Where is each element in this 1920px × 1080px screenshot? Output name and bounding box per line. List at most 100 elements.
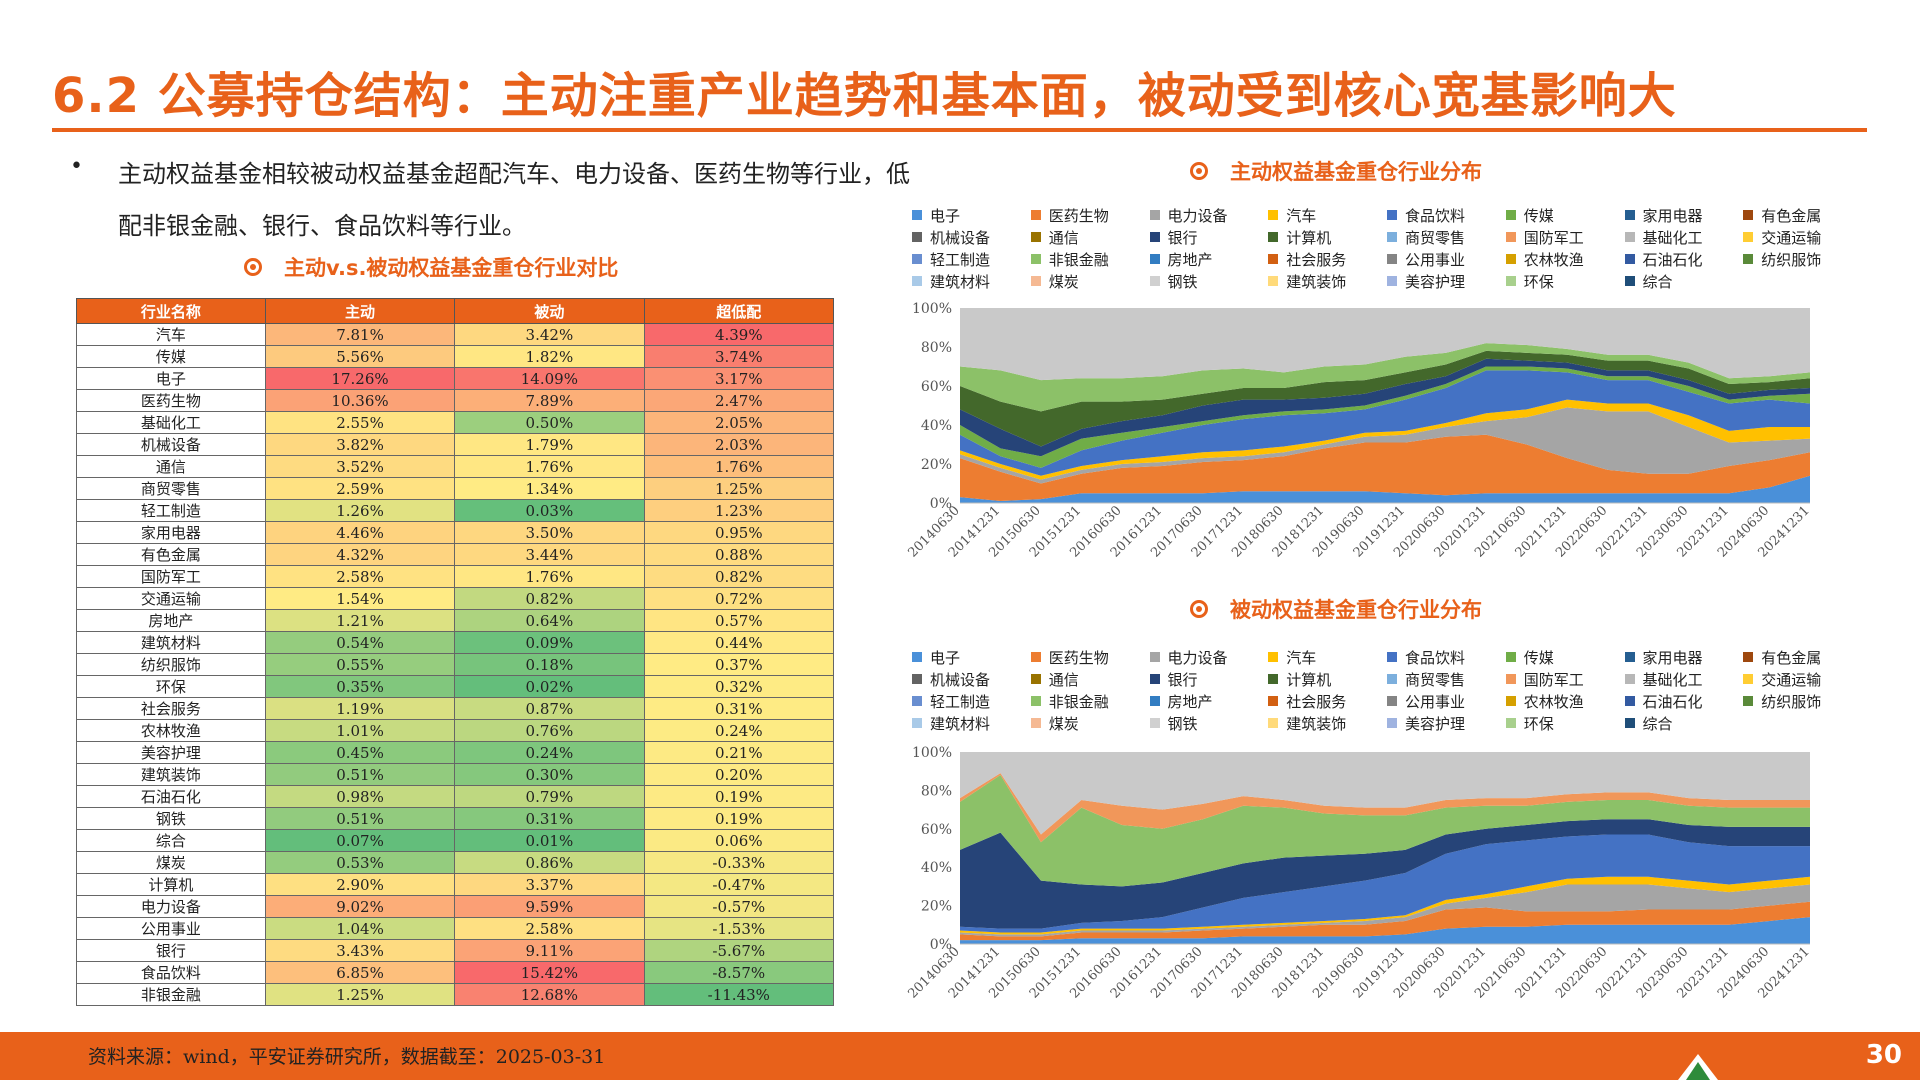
chart2-legend-item: 交通运输: [1743, 668, 1862, 690]
cell-active: 10.36%: [264, 389, 456, 412]
cell-active: 1.54%: [264, 587, 456, 610]
legend-label: 房地产: [1167, 692, 1213, 711]
legend-swatch: [1505, 718, 1516, 728]
legend-label: 纺织服饰: [1761, 692, 1822, 711]
industry-comparison-table: 行业名称 主动 被动 超低配 汽车 7.81% 3.42% 4.39% 传媒 5.56% 1…: [76, 298, 835, 1006]
cell-active: 1.01%: [264, 719, 456, 742]
legend-swatch: [1149, 276, 1160, 286]
cell-active: 2.58%: [264, 565, 456, 588]
cell-passive: 0.02%: [454, 675, 645, 698]
cell-over-under: 1.25%: [643, 477, 835, 500]
cell-active: 4.46%: [264, 521, 456, 544]
legend-swatch: [1149, 210, 1160, 220]
area-series-9: [960, 308, 1810, 381]
legend-label: 有色金属: [1761, 206, 1822, 225]
chart1-legend-item: 综合: [1624, 270, 1744, 292]
chart1-legend-item: 钢铁: [1149, 270, 1269, 292]
legend-label: 电力设备: [1167, 648, 1228, 667]
cell-over-under: 2.47%: [643, 389, 835, 412]
table-row: 环保 0.35% 0.02% 0.32%: [76, 675, 835, 698]
legend-label: 商贸零售: [1405, 670, 1466, 689]
legend-label: 综合: [1642, 272, 1673, 291]
cell-over-under: 2.03%: [643, 433, 835, 456]
legend-swatch: [1624, 254, 1635, 264]
y-tick-label: 60%: [921, 822, 952, 838]
legend-label: 国防军工: [1523, 228, 1584, 247]
cell-active: 0.55%: [264, 653, 456, 676]
table-row: 钢铁 0.51% 0.31% 0.19%: [76, 807, 835, 830]
legend-label: 国防军工: [1523, 670, 1584, 689]
legend-swatch: [912, 276, 922, 286]
chart2-legend-item: 农林牧渔: [1505, 690, 1625, 712]
legend-label: 汽车: [1286, 648, 1317, 667]
legend-swatch: [912, 718, 922, 728]
chart1-legend-item: 交通运输: [1743, 226, 1862, 248]
table-row: 有色金属 4.32% 3.44% 0.88%: [76, 543, 835, 566]
chart1-legend-item: 电力设备: [1149, 204, 1269, 226]
table-row: 基础化工 2.55% 0.50% 2.05%: [76, 411, 835, 434]
table-row: 传媒 5.56% 1.82% 3.74%: [76, 345, 835, 368]
legend-swatch: [1505, 232, 1516, 242]
legend-label: 机械设备: [930, 670, 991, 689]
cell-industry: 房地产: [76, 609, 266, 632]
legend-label: 银行: [1167, 670, 1198, 689]
legend-swatch: [1505, 254, 1516, 264]
cell-active: 1.04%: [264, 917, 456, 940]
cell-industry: 有色金属: [76, 543, 266, 566]
cell-industry: 基础化工: [76, 411, 266, 434]
cell-over-under: 0.72%: [643, 587, 835, 610]
cell-over-under: 0.19%: [643, 785, 835, 808]
legend-swatch: [1268, 674, 1279, 684]
cell-passive: 0.18%: [454, 653, 645, 676]
cell-passive: 1.76%: [454, 565, 645, 588]
cell-industry: 建筑材料: [76, 631, 266, 654]
legend-swatch: [1030, 674, 1041, 684]
cell-industry: 纺织服饰: [76, 653, 266, 676]
cell-industry: 电子: [76, 367, 266, 390]
legend-label: 社会服务: [1286, 692, 1347, 711]
cell-over-under: -0.47%: [643, 873, 835, 896]
legend-label: 公用事业: [1405, 692, 1466, 711]
cell-passive: 3.50%: [454, 521, 645, 544]
table-row: 电力设备 9.02% 9.59% -0.57%: [76, 895, 835, 918]
legend-swatch: [1624, 718, 1635, 728]
cell-passive: 1.76%: [454, 455, 645, 478]
chart2-legend-item: 家用电器: [1624, 646, 1744, 668]
legend-label: 非银金融: [1048, 692, 1109, 711]
chart2-legend-item: 石油石化: [1624, 690, 1744, 712]
legend-label: 公用事业: [1405, 250, 1466, 269]
legend-swatch: [1387, 652, 1397, 662]
table-row: 非银金融 1.25% 12.68% -11.43%: [76, 983, 835, 1006]
legend-swatch: [1149, 232, 1160, 242]
table-row: 综合 0.07% 0.01% 0.06%: [76, 829, 835, 852]
chart2-legend-item: 基础化工: [1624, 668, 1744, 690]
y-tick-label: 0%: [930, 937, 952, 953]
legend-swatch: [1030, 254, 1041, 264]
legend-label: 传媒: [1523, 648, 1554, 667]
legend-swatch: [1505, 652, 1516, 662]
cell-active: 1.26%: [264, 499, 456, 522]
legend-swatch: [1624, 276, 1635, 286]
chart1-legend-item: 电子: [912, 204, 1031, 226]
table-row: 房地产 1.21% 0.64% 0.57%: [76, 609, 835, 632]
cell-industry: 国防军工: [76, 565, 266, 588]
chart1-legend-item: 医药生物: [1030, 204, 1150, 226]
chart1-legend-item: 环保: [1505, 270, 1625, 292]
legend-label: 综合: [1642, 714, 1673, 733]
cell-passive: 0.01%: [454, 829, 645, 852]
cell-over-under: -0.33%: [643, 851, 835, 874]
cell-over-under: 0.95%: [643, 521, 835, 544]
cell-industry: 机械设备: [76, 433, 266, 456]
target-icon: [244, 258, 262, 276]
title-underline: [52, 128, 1867, 132]
legend-label: 商贸零售: [1405, 228, 1466, 247]
chart1-legend-item: 公用事业: [1387, 248, 1506, 270]
chart1-legend-item: 农林牧渔: [1505, 248, 1625, 270]
cell-passive: 0.24%: [454, 741, 645, 764]
legend-label: 通信: [1048, 228, 1079, 247]
y-tick-label: 40%: [921, 860, 952, 876]
legend-swatch: [1268, 696, 1279, 706]
legend-swatch: [1149, 674, 1160, 684]
legend-swatch: [1387, 674, 1397, 684]
legend-label: 有色金属: [1761, 648, 1822, 667]
